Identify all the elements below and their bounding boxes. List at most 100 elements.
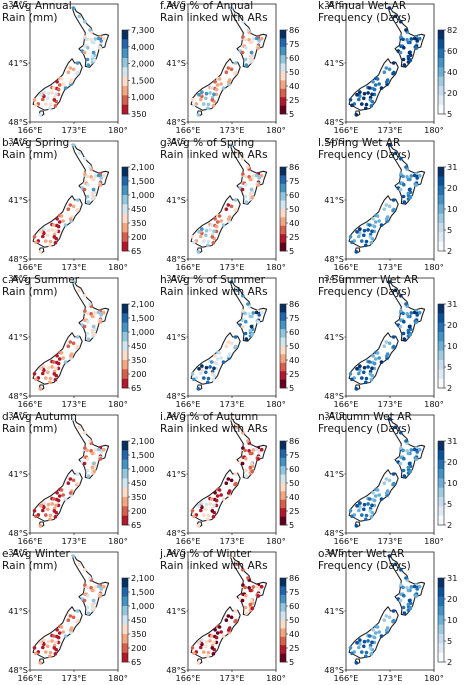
colorbar-segment (438, 223, 444, 233)
station-marker (358, 501, 362, 505)
station-marker (53, 241, 58, 245)
colorbar-segment (438, 606, 444, 616)
station-marker (384, 614, 389, 618)
colorbar-segment (280, 242, 286, 252)
lat-tick-label: 34°S (8, 0, 28, 9)
station-marker (46, 639, 51, 644)
colorbar-segment (438, 341, 444, 351)
station-marker (38, 524, 43, 528)
station-marker (206, 654, 210, 659)
station-marker (256, 594, 261, 598)
colorbar-segment (438, 652, 444, 663)
station-marker (59, 214, 64, 218)
colorbar-segment (280, 217, 286, 227)
station-marker (214, 635, 219, 640)
colorbar-tick-label: 20 (447, 183, 457, 193)
station-marker (192, 514, 196, 519)
station-marker (197, 230, 201, 234)
station-marker (197, 93, 201, 97)
station-marker (408, 606, 413, 611)
panel-title: o.Winter Wet AR Frequency (Days) (318, 548, 411, 572)
station-marker (368, 646, 373, 650)
colorbar-segment (280, 209, 286, 218)
station-marker (51, 497, 56, 501)
lon-tick-label: 166°E (18, 536, 43, 546)
station-marker (244, 474, 249, 478)
station-marker (77, 562, 82, 567)
map-panel: 34°S 41°S 48°S 166°E 173°E 180° 86 75 60 50 40 25 5 h… (158, 273, 316, 411)
station-marker (391, 335, 396, 339)
lon-tick-label: 173°E (220, 399, 245, 409)
station-marker (197, 641, 201, 645)
station-marker (247, 38, 251, 42)
station-marker (226, 340, 231, 344)
station-marker (57, 357, 62, 361)
station-marker (196, 524, 201, 528)
station-marker (101, 584, 106, 589)
lat-tick-label: 48°S (166, 254, 186, 264)
colorbar-tick-label: 65 (131, 383, 141, 393)
colorbar-tick-label: 75 (289, 39, 299, 49)
station-marker (398, 461, 403, 466)
station-marker (212, 640, 216, 645)
station-marker (32, 235, 37, 239)
colorbar-tick-label: 1,500 (131, 313, 154, 323)
station-marker (92, 606, 97, 611)
station-marker (59, 625, 64, 629)
colorbar-tick-label: 5 (447, 362, 452, 372)
station-marker (52, 646, 57, 650)
colorbar-segment (280, 449, 286, 459)
colorbar-segment (438, 213, 444, 224)
colorbar-segment (280, 320, 286, 330)
colorbar-tick-label: 60 (289, 190, 299, 200)
station-marker (56, 87, 61, 92)
colorbar-tick-label: 10 (447, 478, 457, 488)
panel-title: d.Avg Autumn Rain (mm) (2, 411, 77, 435)
station-marker (206, 106, 210, 111)
colorbar-tick-label: 200 (131, 506, 147, 516)
lat-tick-label: 41°S (324, 58, 344, 68)
station-marker (248, 191, 253, 196)
colorbar-frame (121, 29, 129, 115)
station-marker (86, 319, 90, 324)
colorbar-segment (280, 645, 286, 654)
colorbar-tick-label: 2 (447, 383, 452, 393)
station-marker (71, 615, 76, 620)
station-marker (99, 39, 103, 43)
colorbar-segment (122, 578, 128, 588)
station-marker (52, 509, 57, 513)
station-marker (86, 593, 90, 598)
colorbar-tick-label: 350 (131, 355, 147, 365)
station-marker (71, 67, 76, 72)
station-marker (76, 207, 80, 212)
station-marker (210, 98, 215, 102)
map-panel: 34°S 41°S 48°S 166°E 173°E 180° 7,300 4,000 2,00… (0, 0, 158, 137)
station-marker (398, 598, 403, 603)
colorbar-tick-label: 2,000 (131, 59, 154, 69)
station-marker (82, 50, 87, 55)
lat-tick-label: 34°S (166, 273, 186, 283)
colorbar-segment (122, 86, 128, 96)
colorbar-tick-label: 4,000 (131, 42, 154, 52)
colorbar-segment (280, 55, 286, 64)
station-marker (257, 313, 261, 317)
station-marker (254, 584, 259, 589)
station-marker (387, 6, 392, 10)
station-marker (83, 172, 87, 176)
colorbar-segment (438, 176, 444, 186)
station-marker (401, 448, 405, 453)
colorbar-segment (438, 58, 444, 68)
station-marker (362, 91, 367, 96)
station-marker (211, 378, 216, 382)
station-marker (86, 200, 91, 204)
colorbar-tick-label: 40 (289, 218, 299, 228)
station-marker (399, 156, 403, 161)
station-marker (360, 102, 364, 106)
colorbar-segment (280, 346, 286, 355)
station-marker (82, 187, 87, 192)
colorbar-segment (438, 67, 444, 77)
station-marker (229, 280, 234, 284)
lon-tick-label: 166°E (176, 399, 201, 409)
station-marker (259, 310, 264, 315)
